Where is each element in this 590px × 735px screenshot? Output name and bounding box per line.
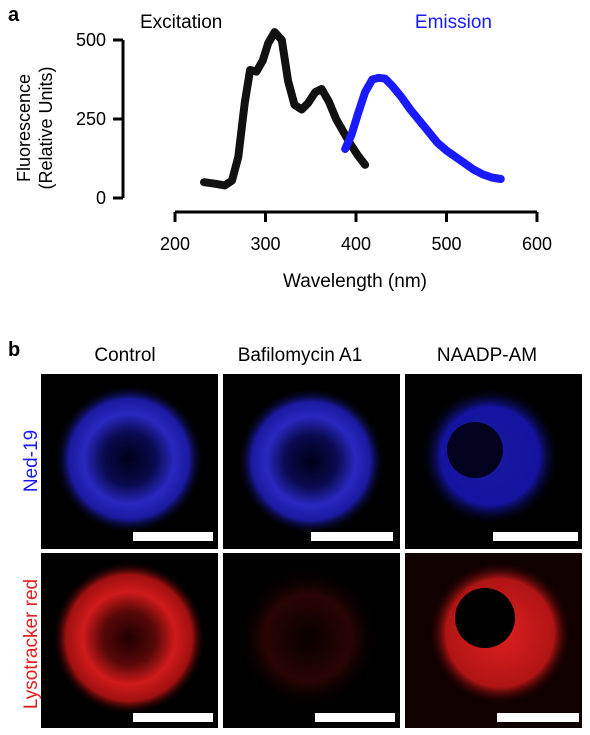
scale-bar (133, 532, 213, 541)
y-tick-label: 0 (96, 188, 106, 208)
series-label-excitation: Excitation (140, 12, 222, 33)
scale-bar (497, 713, 579, 722)
image-ned19-naadp (405, 374, 582, 549)
x-tick-label: 300 (250, 234, 280, 254)
image-lysotracker-naadp (405, 553, 582, 728)
chart-series (200, 28, 505, 190)
row-label-lysotracker: Lysotracker red (21, 578, 42, 710)
column-title-naadp: NAADP-AM (436, 345, 538, 366)
y-tick-label: 500 (76, 30, 106, 50)
series-line-emission (341, 73, 505, 183)
image-lysotracker-control (41, 553, 218, 728)
y-axis-label-line2: (Relative Units) (36, 66, 56, 189)
row-label-ned19: Ned-19 (21, 429, 42, 493)
spectrum-chart: 0 250 500 200 300 400 500 600 Wavelength (nm) Flu… (14, 12, 552, 292)
x-axis-label: Wavelength (nm) (283, 271, 427, 292)
x-tick-label: 600 (522, 234, 552, 254)
chart-axes (113, 38, 539, 222)
column-title-control: Control (94, 345, 156, 366)
series-label-emission: Emission (415, 12, 492, 33)
panel-a-letter: a (8, 4, 20, 26)
panel-b-letter: b (8, 339, 21, 361)
image-lysotracker-bafilomycin (223, 553, 400, 728)
x-tick-label: 400 (341, 234, 371, 254)
scale-bar (493, 532, 578, 541)
scale-bar (133, 713, 213, 722)
image-ned19-control (41, 374, 218, 549)
series-line-excitation (200, 28, 370, 190)
scale-bar (315, 713, 395, 722)
scale-bar (311, 532, 393, 541)
y-tick-label: 250 (76, 109, 106, 129)
x-tick-label: 200 (160, 234, 190, 254)
x-tick-label: 500 (431, 234, 461, 254)
chart-labels: 0 250 500 200 300 400 500 600 Wavelength (nm) Flu… (14, 12, 552, 292)
image-ned19-bafilomycin (223, 374, 400, 549)
y-axis-label-line1: Fluorescence (14, 74, 34, 182)
column-title-bafilomycin: Bafilomycin A1 (237, 345, 363, 366)
